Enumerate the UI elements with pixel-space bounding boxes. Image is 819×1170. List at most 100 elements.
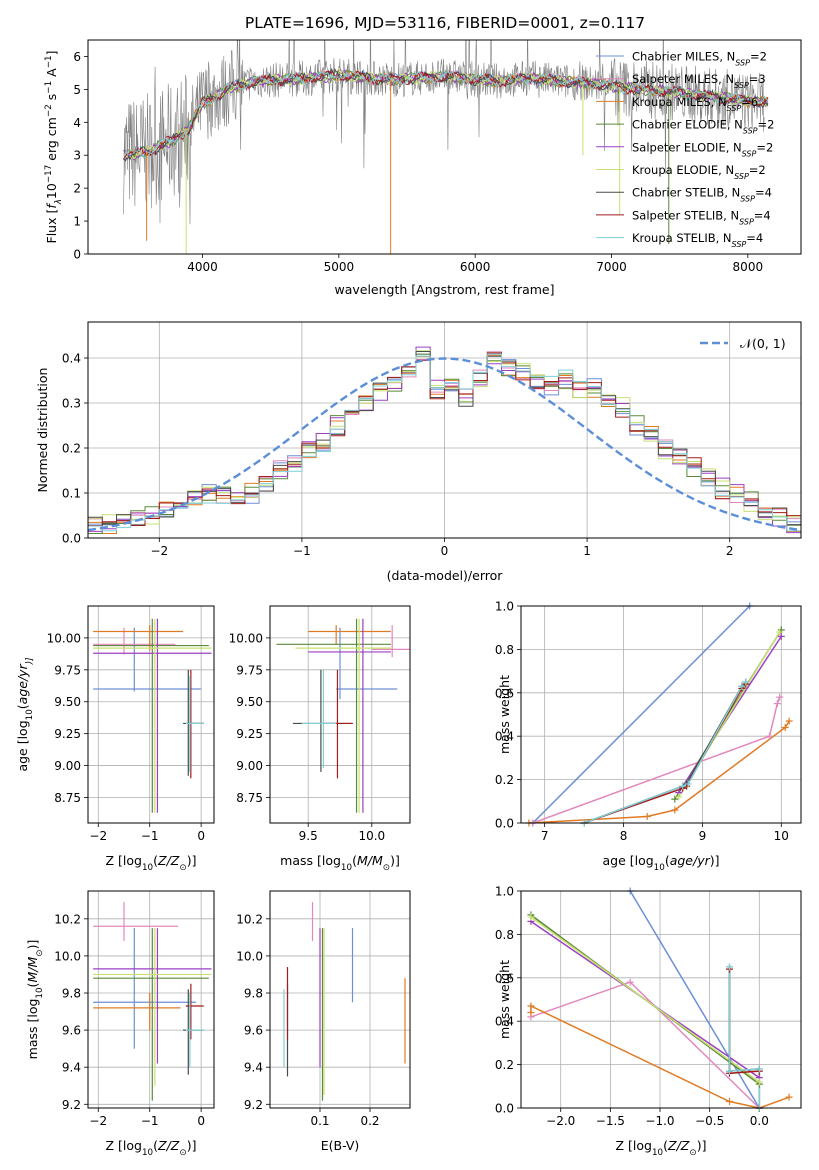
legend-label-suffix: =3 bbox=[749, 72, 766, 86]
x-tick-label: −2 bbox=[89, 1114, 107, 1128]
y-tick-label: 6 bbox=[73, 50, 81, 64]
y-axis-label-part: ( bbox=[15, 704, 30, 709]
x-axis-label: age [log10(age/yr)] bbox=[602, 853, 719, 873]
x-axis-label-part: Z/Z bbox=[157, 853, 180, 868]
legend-label-salpeter-miles: Salpeter MILES, NSSP=3 bbox=[632, 72, 766, 90]
legend-label-sub: SSP bbox=[743, 126, 758, 135]
spectrum-plot-area bbox=[122, 40, 769, 254]
y-axis-label-part: −1 bbox=[44, 55, 54, 68]
y-axis-label-part: f bbox=[44, 203, 59, 209]
y-tick-label: 0.4 bbox=[495, 1015, 514, 1029]
y-tick-label: 9.25 bbox=[54, 727, 81, 741]
histogram-salpeter-stelib bbox=[88, 352, 801, 527]
y-tick-label: 0.1 bbox=[62, 487, 81, 501]
mass_weight_vs_Z-frame bbox=[520, 890, 802, 1109]
x-axis-label-part: ⊙ bbox=[383, 863, 390, 873]
y-axis-label-part: 10 bbox=[25, 709, 35, 720]
x-axis-label-part: ⊙ bbox=[179, 1148, 186, 1158]
marker-kroupa-stelib bbox=[742, 678, 750, 686]
marker-kroupa-elodie bbox=[527, 913, 535, 921]
y-tick-label: 0.0 bbox=[495, 817, 514, 831]
legend-label-kroupa-miles: Kroupa MILES, NSSP=6 bbox=[632, 95, 758, 113]
marker-kroupa-miles bbox=[785, 717, 793, 725]
x-axis-label: Z [log10(Z/Z⊙)] bbox=[106, 853, 197, 873]
y-tick-label: 0.2 bbox=[495, 773, 514, 787]
marker-kroupa-miles bbox=[643, 812, 651, 820]
y-tick-label: 10.00 bbox=[47, 631, 81, 645]
x-tick-label: 0 bbox=[197, 1114, 205, 1128]
y-tick-label: 0.8 bbox=[495, 643, 514, 657]
y-axis-label-part: Flux [ bbox=[44, 209, 59, 244]
legend-label-sub: SSP bbox=[734, 172, 749, 181]
age_vs_mass-panel: 9.5 10.0 8.75 9.00 9.25 9.50 9.75 10.00 bbox=[229, 605, 411, 843]
legend-label-text: Chabrier MILES, N bbox=[632, 50, 735, 64]
legend-label-suffix: =2 bbox=[750, 50, 767, 64]
y-tick-label: 9.4 bbox=[244, 1061, 263, 1075]
x-tick-label: 0.2 bbox=[360, 1114, 379, 1128]
marker-kroupa-stelib bbox=[726, 1067, 734, 1075]
series-line-kroupa-stelib bbox=[728, 967, 761, 1108]
legend-label-sub: SSP bbox=[739, 217, 754, 226]
marker-kroupa-miles bbox=[527, 1002, 535, 1010]
y-tick-label: 0.2 bbox=[495, 1058, 514, 1072]
x-tick-label: 9.5 bbox=[299, 829, 318, 843]
y-axis-label-part: s bbox=[44, 94, 59, 105]
x-axis-label-part: 10 bbox=[142, 863, 153, 873]
legend-label-text: Salpeter MILES, N bbox=[632, 72, 734, 86]
y-axis-label-part: erg cm bbox=[44, 117, 59, 165]
y-tick-label: 10.2 bbox=[236, 912, 263, 926]
x-tick-label: −1.5 bbox=[596, 1114, 625, 1128]
normal-distribution-curve bbox=[88, 357, 801, 532]
x-axis-label: (data-model)/error bbox=[387, 568, 504, 583]
legend-label-kroupa-stelib: Kroupa STELIB, NSSP=4 bbox=[632, 231, 763, 249]
mass_vs_ebv-frame bbox=[269, 890, 411, 1109]
y-axis-label-part: −2 bbox=[44, 104, 54, 117]
x-tick-label: 8 bbox=[620, 829, 628, 843]
x-axis-label: E(B-V) bbox=[321, 1138, 360, 1153]
legend-label-salpeter-elodie: Salpeter ELODIE, NSSP=2 bbox=[632, 140, 773, 158]
marker-kroupa-elodie bbox=[776, 628, 784, 636]
x-tick-label: 4000 bbox=[187, 260, 218, 274]
y-tick-label: 9.25 bbox=[236, 727, 263, 741]
legend-label-suffix: =6 bbox=[741, 95, 758, 109]
series-line-kroupa-elodie bbox=[530, 916, 760, 1083]
series-line-chabrier-stelib bbox=[583, 681, 747, 823]
y-tick-label: 0.0 bbox=[62, 532, 81, 546]
x-tick-label: 10.0 bbox=[358, 829, 385, 843]
marker-salpeter-miles bbox=[773, 700, 781, 708]
series-line-chabrier-stelib bbox=[728, 967, 761, 1108]
legend-label-text: Chabrier ELODIE, N bbox=[632, 118, 743, 132]
marker-kroupa-stelib bbox=[679, 782, 687, 790]
series-line-salpeter-stelib bbox=[728, 969, 761, 1108]
x-tick-label: 0 bbox=[197, 829, 205, 843]
y-tick-label: 9.8 bbox=[62, 987, 81, 1001]
x-axis-label: Z [log10(Z/Z⊙)] bbox=[106, 1138, 197, 1158]
y-axis-label-part: )] bbox=[25, 657, 35, 665]
x-axis-label-part: ( bbox=[665, 853, 670, 868]
mass_vs_ebv-plot-area bbox=[283, 902, 406, 1101]
series-line-salpeter-miles bbox=[532, 696, 781, 823]
y-tick-label: 3 bbox=[73, 149, 81, 163]
y-axis-label-part: mass [log bbox=[25, 999, 40, 1060]
mass_vs_Z-panel: −2 −1 0 9.2 9.4 9.6 9.8 10.0 10.2 bbox=[54, 890, 215, 1128]
x-axis-label-part: ( bbox=[663, 1138, 668, 1153]
y-tick-label: 9.50 bbox=[236, 695, 263, 709]
age_vs_Z-plot-area bbox=[93, 618, 212, 813]
mass_weight_vs_Z-panel: −2.0 −1.5 −1.0 −0.5 0.0 0.0 0.2 0.4 0.6 0.8 1.0 mas… bbox=[495, 885, 802, 1128]
x-tick-label: −0.5 bbox=[695, 1114, 724, 1128]
x-tick-label: −1 bbox=[293, 544, 311, 558]
legend-label-suffix: =2 bbox=[756, 140, 773, 154]
marker-kroupa-stelib bbox=[726, 963, 734, 971]
legend-label-chabrier-elodie: Chabrier ELODIE, NSSP=2 bbox=[632, 118, 774, 136]
y-axis-label: age [log10(age/yr)] bbox=[15, 657, 35, 771]
legend-label-suffix: =4 bbox=[755, 186, 772, 200]
y-tick-label: 0.0 bbox=[495, 1102, 514, 1116]
y-tick-label: 9.00 bbox=[54, 759, 81, 773]
x-axis-label-part: Z [log bbox=[106, 1138, 142, 1153]
x-tick-label: −2 bbox=[89, 829, 107, 843]
model-spectrum-kroupa-stelib bbox=[123, 69, 769, 159]
marker-kroupa-stelib bbox=[684, 780, 692, 788]
y-tick-label: 9.50 bbox=[54, 695, 81, 709]
marker-kroupa-stelib bbox=[755, 1065, 763, 1073]
